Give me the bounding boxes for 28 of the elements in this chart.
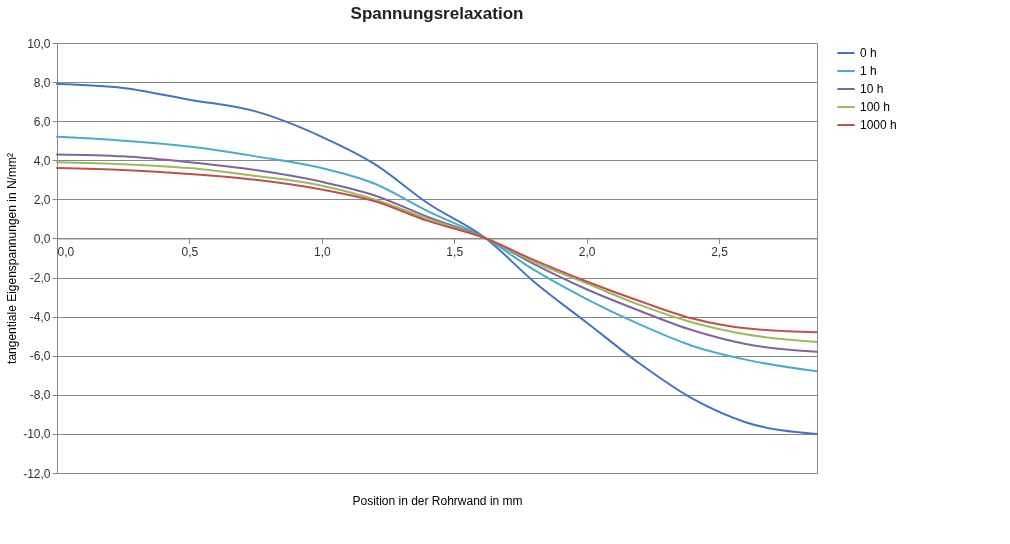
y-tick-label: 10,0 — [27, 36, 51, 51]
y-tick-label: -6,0 — [29, 349, 51, 364]
y-tick-label: -2,0 — [29, 271, 51, 286]
line-series — [56, 83, 818, 435]
legend-label: 1 h — [860, 64, 877, 78]
y-tick-label: -10,0 — [23, 427, 51, 442]
chart-title: Spannungsrelaxation — [350, 4, 524, 23]
x-tick-label: 0,0 — [57, 244, 75, 259]
legend-label: 100 h — [860, 100, 891, 114]
line-series — [56, 135, 818, 373]
x-tick-label: 2,0 — [578, 244, 596, 259]
y-axis-title: tangentiale Eigenspannungen in N/mm² — [5, 153, 20, 364]
legend-label: 10 h — [860, 82, 884, 96]
legend-label: 1000 h — [860, 118, 897, 132]
legend-label: 0 h — [860, 46, 877, 60]
y-tick-label: -12,0 — [23, 466, 51, 481]
x-tick-label: 1,0 — [313, 244, 331, 259]
x-tick-label: 1,5 — [446, 244, 464, 259]
x-tick-label: 2,5 — [711, 244, 729, 259]
y-tick-label: 6,0 — [33, 114, 51, 129]
y-tick-label: 0,0 — [33, 231, 51, 246]
y-tick-label: 8,0 — [33, 75, 51, 90]
y-tick-label: 4,0 — [33, 153, 51, 168]
y-tick-label: 2,0 — [33, 192, 51, 207]
x-axis-title: Position in der Rohrwand in mm — [352, 493, 523, 508]
y-tick-label: -8,0 — [29, 388, 51, 403]
x-tick-label: 0,5 — [181, 244, 199, 259]
y-tick-label: -4,0 — [29, 310, 51, 325]
